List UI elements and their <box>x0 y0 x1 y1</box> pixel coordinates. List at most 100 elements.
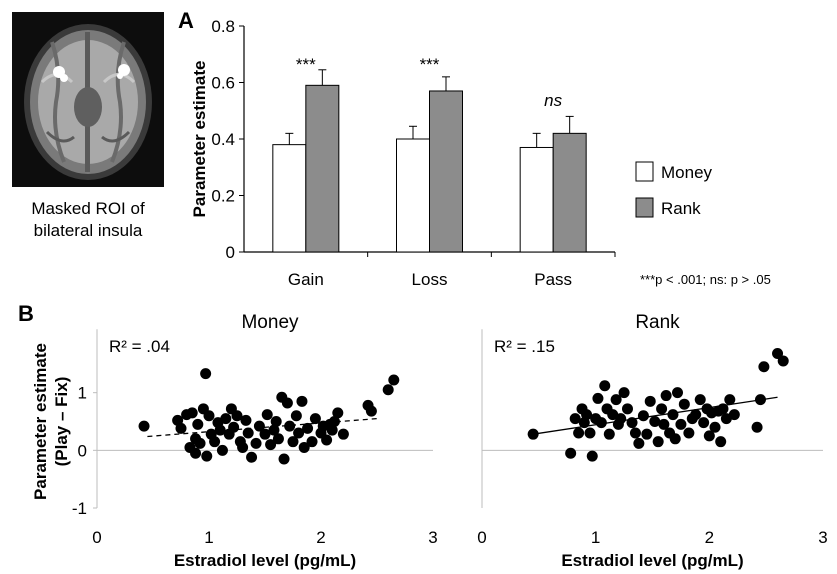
data-point <box>200 368 212 380</box>
data-point <box>203 410 215 422</box>
brain-caption: Masked ROI of bilateral insula <box>0 198 176 242</box>
data-point <box>302 422 314 434</box>
brain-caption-line2: bilateral insula <box>33 221 143 240</box>
data-point <box>240 414 252 426</box>
data-point <box>658 418 670 430</box>
data-point <box>584 427 596 439</box>
data-point <box>667 409 679 421</box>
data-point <box>220 413 232 425</box>
x-tick-label: 3 <box>428 528 437 547</box>
y-axis-label: Parameter estimate <box>190 61 209 218</box>
data-point <box>332 407 344 419</box>
y-axis-label-line1: Parameter estimate <box>31 343 50 500</box>
y-tick-label: 0 <box>78 441 87 460</box>
legend-label-money: Money <box>661 163 713 182</box>
data-point <box>669 433 681 445</box>
panel-letter-b: B <box>18 301 34 326</box>
data-point <box>754 394 766 406</box>
data-point <box>717 403 729 415</box>
data-point <box>290 410 302 422</box>
data-point <box>382 384 394 396</box>
data-point <box>268 424 280 436</box>
panel-letter-a: A <box>178 8 194 33</box>
data-point <box>652 436 664 448</box>
x-tick-label: 2 <box>705 528 714 547</box>
data-point <box>270 416 282 427</box>
data-point <box>261 409 273 421</box>
data-point <box>644 395 656 407</box>
y-tick-label: 0 <box>226 243 235 262</box>
brain-caption-line1: Masked ROI of <box>31 199 145 218</box>
data-point <box>306 436 318 448</box>
data-point <box>777 355 789 367</box>
data-point <box>527 428 539 440</box>
significance-label: *** <box>420 55 440 74</box>
data-point <box>192 418 204 430</box>
y-tick-label: 0.8 <box>211 17 235 36</box>
data-point <box>675 418 687 430</box>
data-point <box>694 394 706 406</box>
data-point <box>281 397 293 409</box>
bar-chart: 0 0.2 0.4 0.6 0.8 Parameter estimate Gain *** Lo… <box>190 17 771 289</box>
brain-mri-image <box>12 12 164 187</box>
data-point <box>253 420 265 432</box>
x-tick-label: Gain <box>288 270 324 289</box>
bar-money <box>396 138 430 253</box>
data-point <box>709 421 721 433</box>
significance-label: *** <box>296 55 316 74</box>
r-squared-annotation: R² = .15 <box>494 337 555 356</box>
x-axis-label: Estradiol level (pg/mL) <box>561 551 743 570</box>
data-point <box>626 417 638 429</box>
data-point <box>678 398 690 410</box>
significance-label: ns <box>544 91 562 110</box>
data-point <box>637 410 649 422</box>
x-axis-label: Estradiol level (pg/mL) <box>174 551 356 570</box>
data-point <box>237 441 249 453</box>
data-point <box>272 433 284 445</box>
r-squared-annotation: R² = .04 <box>109 337 170 356</box>
scatter-rank: 0 1 2 3 Estradiol level (pg/mL) Rank R² = .15 <box>477 312 827 570</box>
data-point <box>242 427 254 439</box>
data-point <box>246 451 258 463</box>
data-point <box>309 413 321 425</box>
bar-money <box>272 144 307 253</box>
data-point <box>250 437 262 449</box>
data-point <box>190 447 202 459</box>
y-tick-label: 0.4 <box>211 130 235 149</box>
x-tick-label: 1 <box>204 528 213 547</box>
x-tick-label: 0 <box>92 528 101 547</box>
data-point <box>321 434 333 446</box>
data-point <box>573 427 585 439</box>
data-point <box>231 410 243 422</box>
y-tick-label: 0.6 <box>211 74 235 93</box>
data-point <box>569 413 581 425</box>
data-point <box>592 392 604 404</box>
y-tick-label: -1 <box>72 499 87 518</box>
bar-rank <box>429 90 463 253</box>
data-point <box>649 416 661 427</box>
bar-money <box>519 146 554 253</box>
brain-mri-icon <box>12 12 164 187</box>
data-point <box>298 441 310 453</box>
data-point <box>715 436 727 448</box>
data-point <box>641 428 653 440</box>
data-point <box>629 427 641 439</box>
data-point <box>615 413 627 425</box>
data-point <box>228 421 240 433</box>
data-point <box>365 405 377 417</box>
data-point <box>287 436 299 448</box>
data-point <box>758 361 770 373</box>
data-point <box>284 420 296 432</box>
data-point <box>328 416 340 427</box>
data-point <box>209 436 221 448</box>
x-tick-label: 2 <box>316 528 325 547</box>
legend-swatch-rank <box>635 197 654 218</box>
data-point <box>660 390 672 402</box>
x-tick-label: 1 <box>591 528 600 547</box>
data-point <box>672 387 684 399</box>
data-point <box>194 437 206 449</box>
data-point <box>214 424 226 436</box>
data-point <box>610 394 622 406</box>
x-tick-label: 0 <box>477 528 486 547</box>
